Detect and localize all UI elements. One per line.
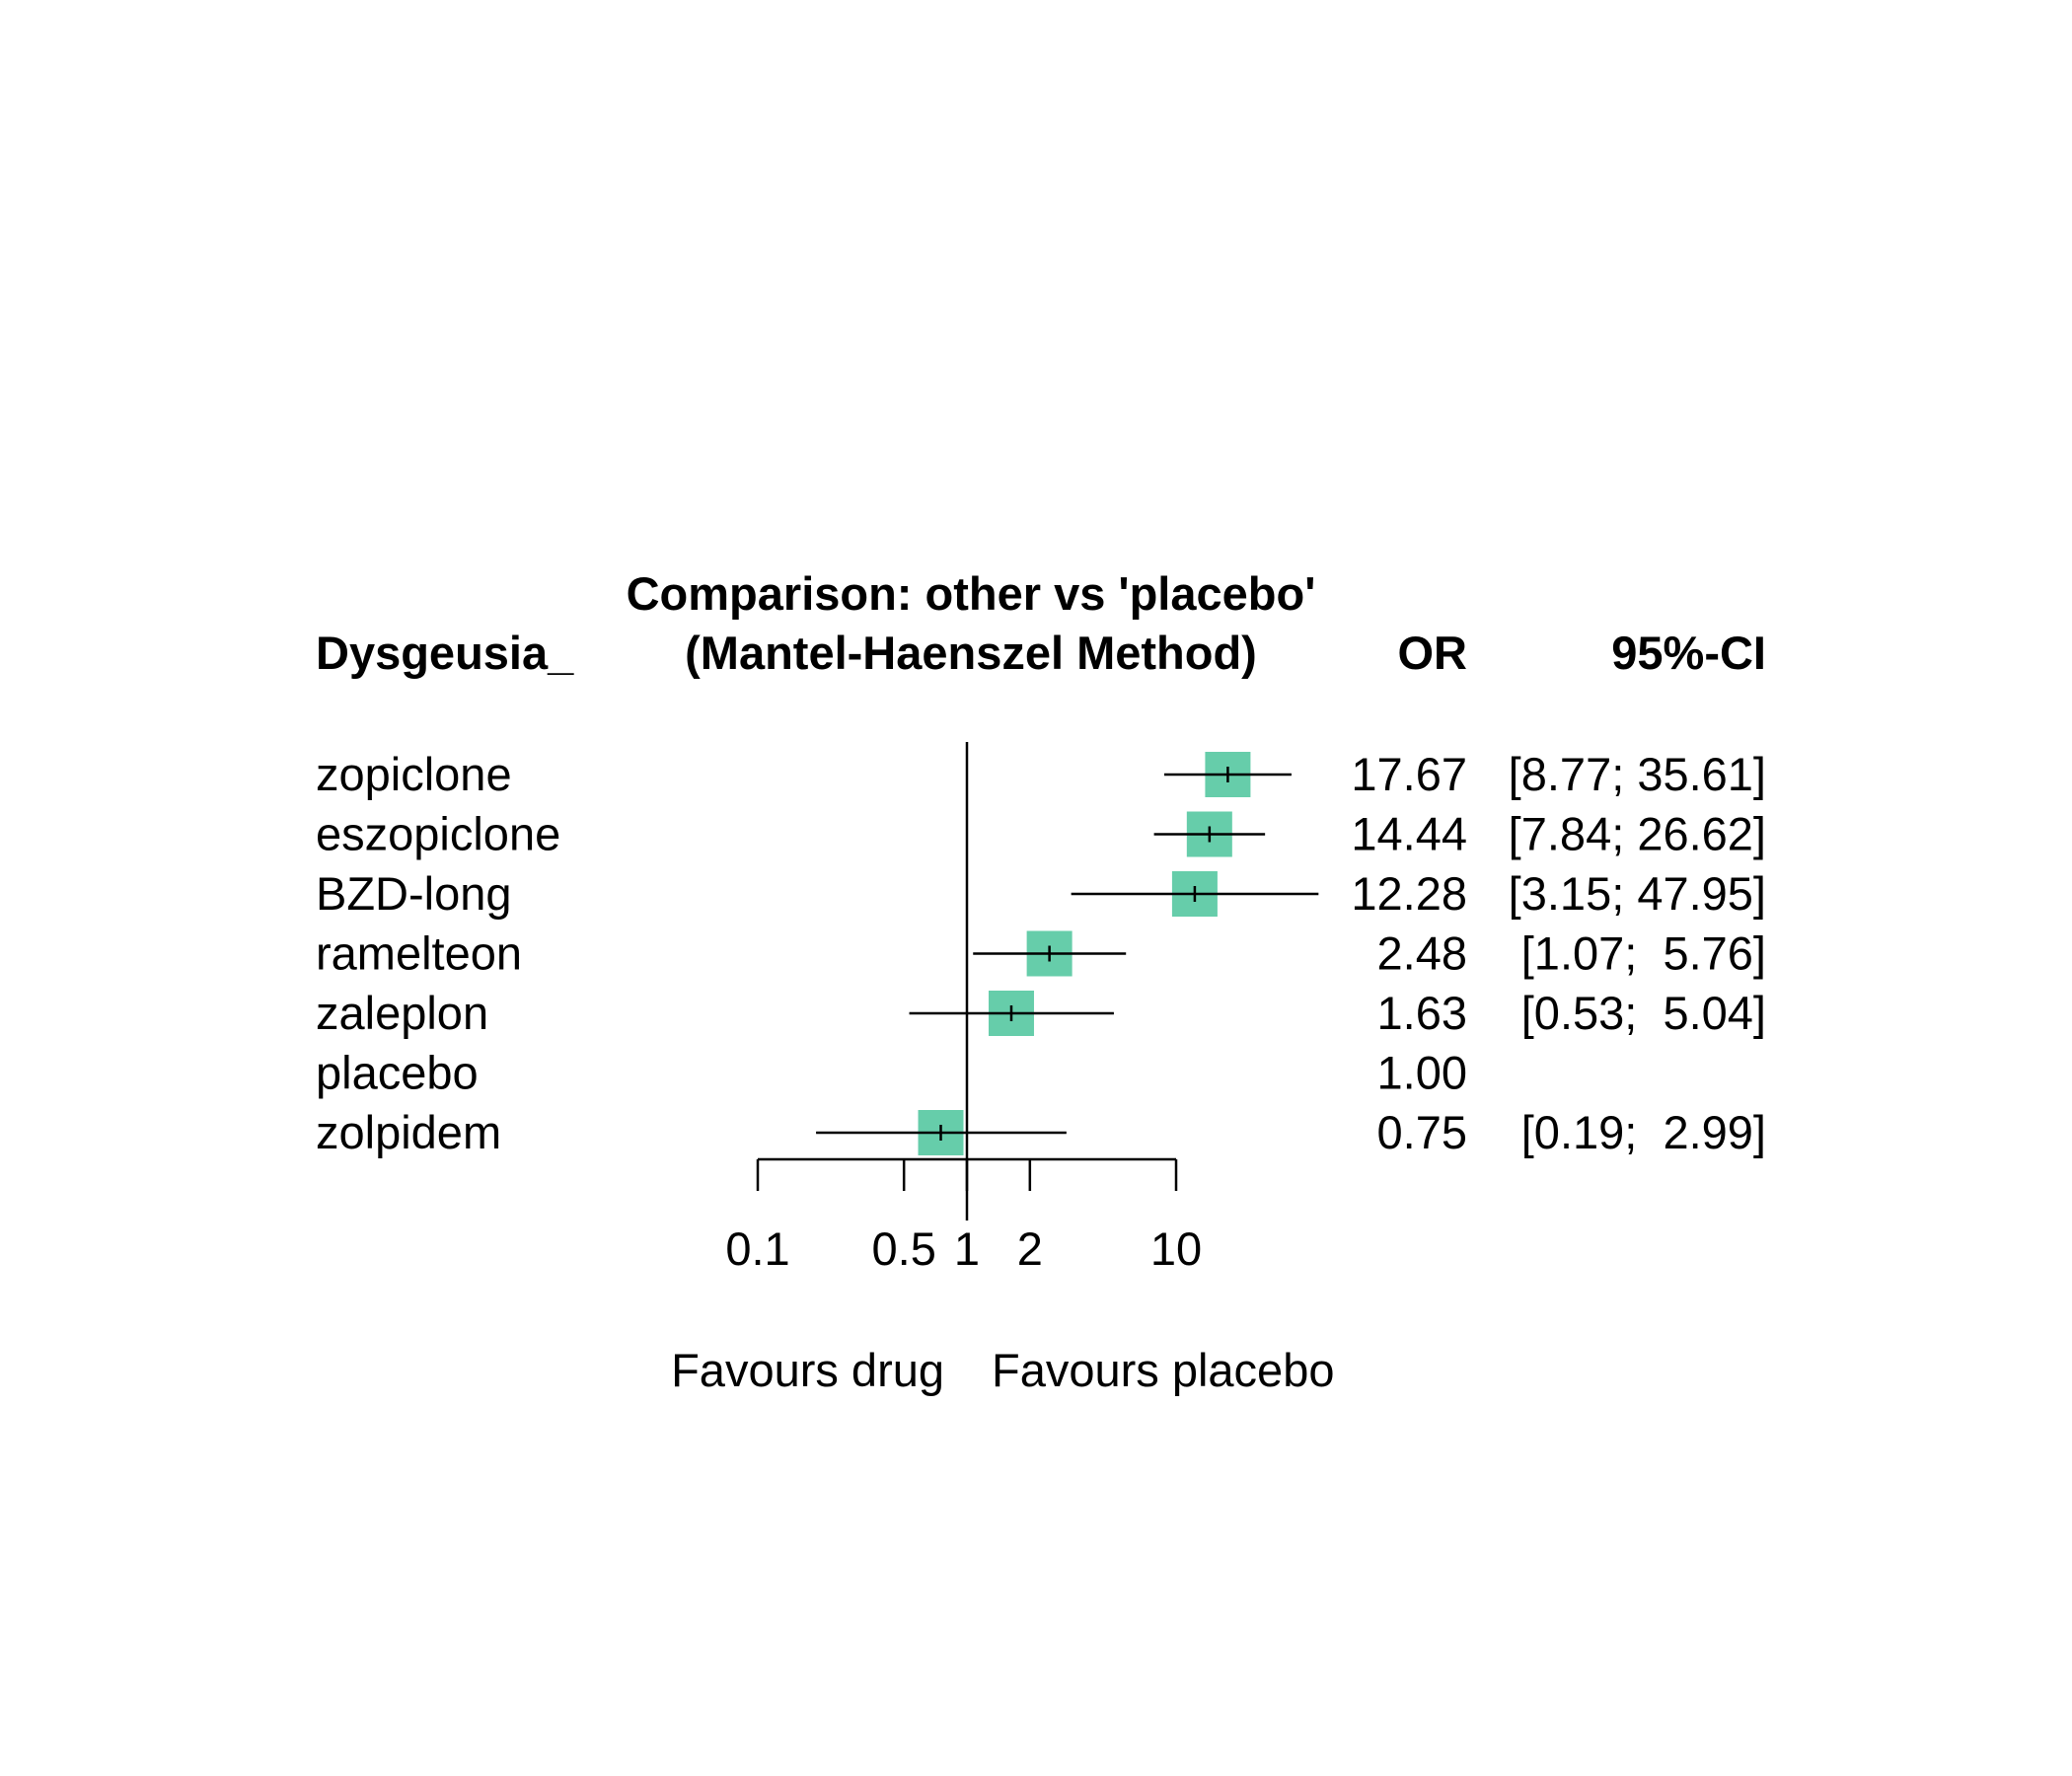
- row-ci-value: [8.77; 35.61]: [1509, 748, 1766, 800]
- column-header-ci: 95%-CI: [1611, 627, 1766, 679]
- chart-title: Comparison: other vs 'placebo': [627, 567, 1316, 620]
- favours-left-label: Favours drug: [671, 1344, 944, 1396]
- row-or-value: 14.44: [1351, 808, 1467, 860]
- x-tick-label: 1: [954, 1222, 980, 1275]
- forest-row: zolpidem 0.75 [0.19; 2.99]: [316, 1106, 1766, 1158]
- forest-row: zaleplon 1.63 [0.53; 5.04]: [316, 987, 1766, 1039]
- favours-right-label: Favours placebo: [992, 1344, 1334, 1396]
- forest-row: eszopiclone 14.44 [7.84; 26.62]: [316, 808, 1766, 860]
- forest-row: BZD-long 12.28 [3.15; 47.95]: [316, 867, 1766, 920]
- forest-row: ramelteon 2.48 [1.07; 5.76]: [316, 927, 1766, 980]
- row-or-value: 0.75: [1377, 1106, 1467, 1158]
- row-or-value: 2.48: [1377, 927, 1467, 980]
- row-label: ramelteon: [316, 927, 522, 980]
- row-label: zolpidem: [316, 1106, 501, 1158]
- row-or-value: 12.28: [1351, 867, 1467, 920]
- column-header-or: OR: [1398, 627, 1468, 679]
- x-tick-label: 0.5: [872, 1222, 936, 1275]
- row-ci-value: [1.07; 5.76]: [1521, 927, 1766, 980]
- row-or-value: 1.00: [1377, 1047, 1467, 1099]
- x-tick-label: 0.1: [725, 1222, 789, 1275]
- x-tick-label: 10: [1150, 1222, 1202, 1275]
- row-ci-value: [3.15; 47.95]: [1509, 867, 1766, 920]
- row-label: placebo: [316, 1047, 479, 1099]
- chart-subtitle: (Mantel-Haenszel Method): [685, 627, 1257, 679]
- column-header-label: Dysgeusia_: [316, 627, 574, 679]
- row-ci-value: [7.84; 26.62]: [1509, 808, 1766, 860]
- row-or-value: 17.67: [1351, 748, 1467, 800]
- row-ci-value: [0.53; 5.04]: [1521, 987, 1766, 1039]
- forest-row: zopiclone 17.67 [8.77; 35.61]: [316, 748, 1766, 800]
- forest-row: placebo 1.00: [316, 1047, 1467, 1099]
- row-or-value: 1.63: [1377, 987, 1467, 1039]
- row-label: zaleplon: [316, 987, 488, 1039]
- x-tick-label: 2: [1017, 1222, 1043, 1275]
- row-label: zopiclone: [316, 748, 512, 800]
- row-ci-value: [0.19; 2.99]: [1521, 1106, 1766, 1158]
- row-label: eszopiclone: [316, 808, 560, 860]
- row-label: BZD-long: [316, 867, 512, 920]
